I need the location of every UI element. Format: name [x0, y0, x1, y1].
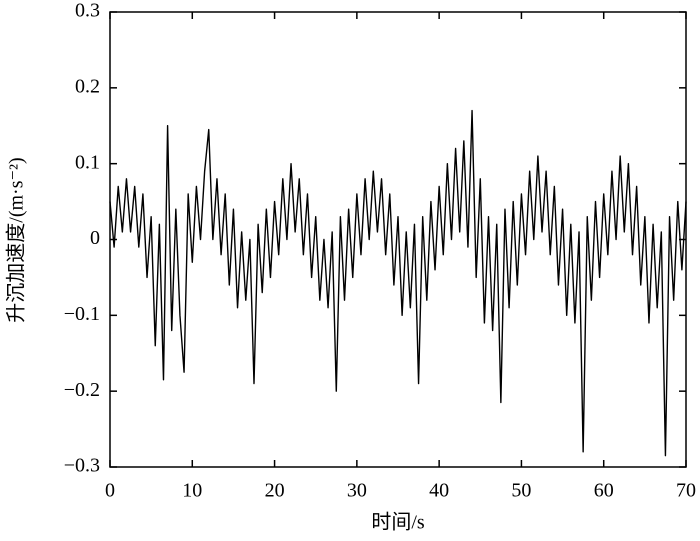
y-tick-label: 0 — [90, 227, 100, 249]
y-tick-label: −0.2 — [64, 379, 100, 401]
y-tick-label: −0.1 — [64, 303, 100, 325]
y-axis-label: 升沉加速度/(m·s⁻²) — [5, 157, 28, 322]
x-tick-label: 60 — [594, 480, 614, 502]
y-tick-label: 0.1 — [75, 151, 100, 173]
x-tick-label: 30 — [347, 480, 367, 502]
y-tick-label: 0.3 — [75, 0, 100, 22]
x-tick-label: 20 — [265, 480, 285, 502]
plot-frame — [109, 11, 687, 468]
x-tick-label: 10 — [182, 480, 202, 502]
x-tick-label: 0 — [105, 480, 115, 502]
x-tick-label: 70 — [676, 480, 696, 502]
x-tick-label: 40 — [429, 480, 449, 502]
data-line — [109, 109, 687, 457]
x-tick-label: 50 — [511, 480, 531, 502]
y-tick-label: 0.2 — [75, 75, 100, 97]
x-axis-label: 时间/s — [371, 511, 425, 534]
y-tick-label: −0.3 — [64, 455, 100, 477]
